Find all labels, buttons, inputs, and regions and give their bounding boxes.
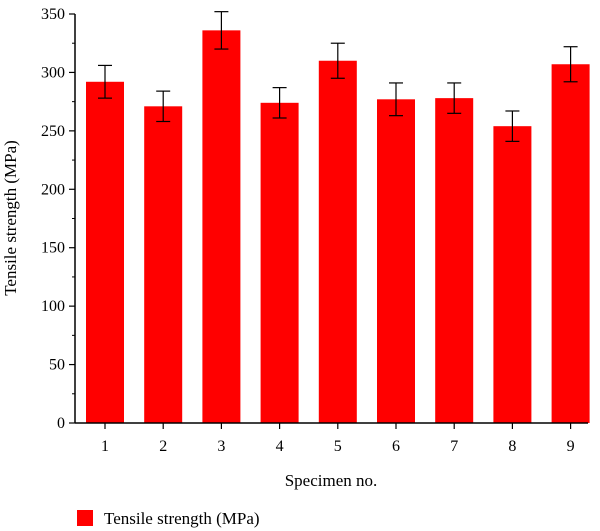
x-tick-label-3: 3 bbox=[217, 438, 225, 455]
y-tick-label-150: 150 bbox=[41, 240, 65, 257]
x-tick-label-6: 6 bbox=[392, 438, 400, 455]
y-tick-label-300: 300 bbox=[41, 64, 65, 81]
y-tick-label-350: 350 bbox=[41, 6, 65, 23]
x-tick-label-2: 2 bbox=[159, 438, 167, 455]
bar-7 bbox=[435, 98, 474, 423]
bar-5 bbox=[318, 60, 357, 423]
error-bar-5 bbox=[330, 42, 345, 79]
error-bar-6 bbox=[389, 82, 403, 117]
bar-6 bbox=[377, 99, 415, 423]
bars-group bbox=[86, 30, 590, 424]
y-ticks-group: 0 50 100 150 200 250 300 350 bbox=[41, 6, 75, 432]
legend-label: Tensile strength (MPa) bbox=[104, 509, 260, 528]
x-axis-title: Specimen no. bbox=[285, 471, 378, 490]
x-tick-label-7: 7 bbox=[450, 438, 458, 455]
error-bar-4 bbox=[272, 87, 287, 119]
y-tick-label-50: 50 bbox=[49, 357, 65, 374]
error-bars-group bbox=[98, 11, 578, 142]
legend-swatch bbox=[77, 510, 93, 526]
error-bar-1 bbox=[98, 64, 112, 99]
y-axis-title: Tensile strength (MPa) bbox=[1, 140, 20, 296]
x-ticks-group: 1 2 3 4 5 6 7 8 9 bbox=[101, 423, 575, 455]
bar-8 bbox=[493, 126, 532, 423]
bar-9 bbox=[551, 64, 590, 424]
x-tick-label-1: 1 bbox=[101, 438, 109, 455]
error-bar-2 bbox=[156, 90, 171, 123]
x-tick-label-5: 5 bbox=[334, 438, 342, 455]
error-bar-7 bbox=[447, 82, 462, 114]
bar-1 bbox=[86, 81, 124, 423]
y-tick-label-200: 200 bbox=[41, 181, 65, 198]
legend: Tensile strength (MPa) bbox=[77, 509, 260, 528]
x-tick-label-9: 9 bbox=[567, 438, 575, 455]
y-tick-label-0: 0 bbox=[57, 415, 65, 432]
error-bar-3 bbox=[214, 11, 229, 50]
error-bar-8 bbox=[505, 110, 520, 142]
bar-3 bbox=[202, 30, 241, 424]
y-tick-label-250: 250 bbox=[41, 123, 65, 140]
x-tick-label-4: 4 bbox=[276, 438, 284, 455]
error-bar-9 bbox=[563, 46, 578, 83]
y-tick-label-100: 100 bbox=[41, 298, 65, 315]
x-tick-label-8: 8 bbox=[508, 438, 516, 455]
bar-2 bbox=[144, 106, 183, 424]
bar-4 bbox=[260, 102, 299, 423]
